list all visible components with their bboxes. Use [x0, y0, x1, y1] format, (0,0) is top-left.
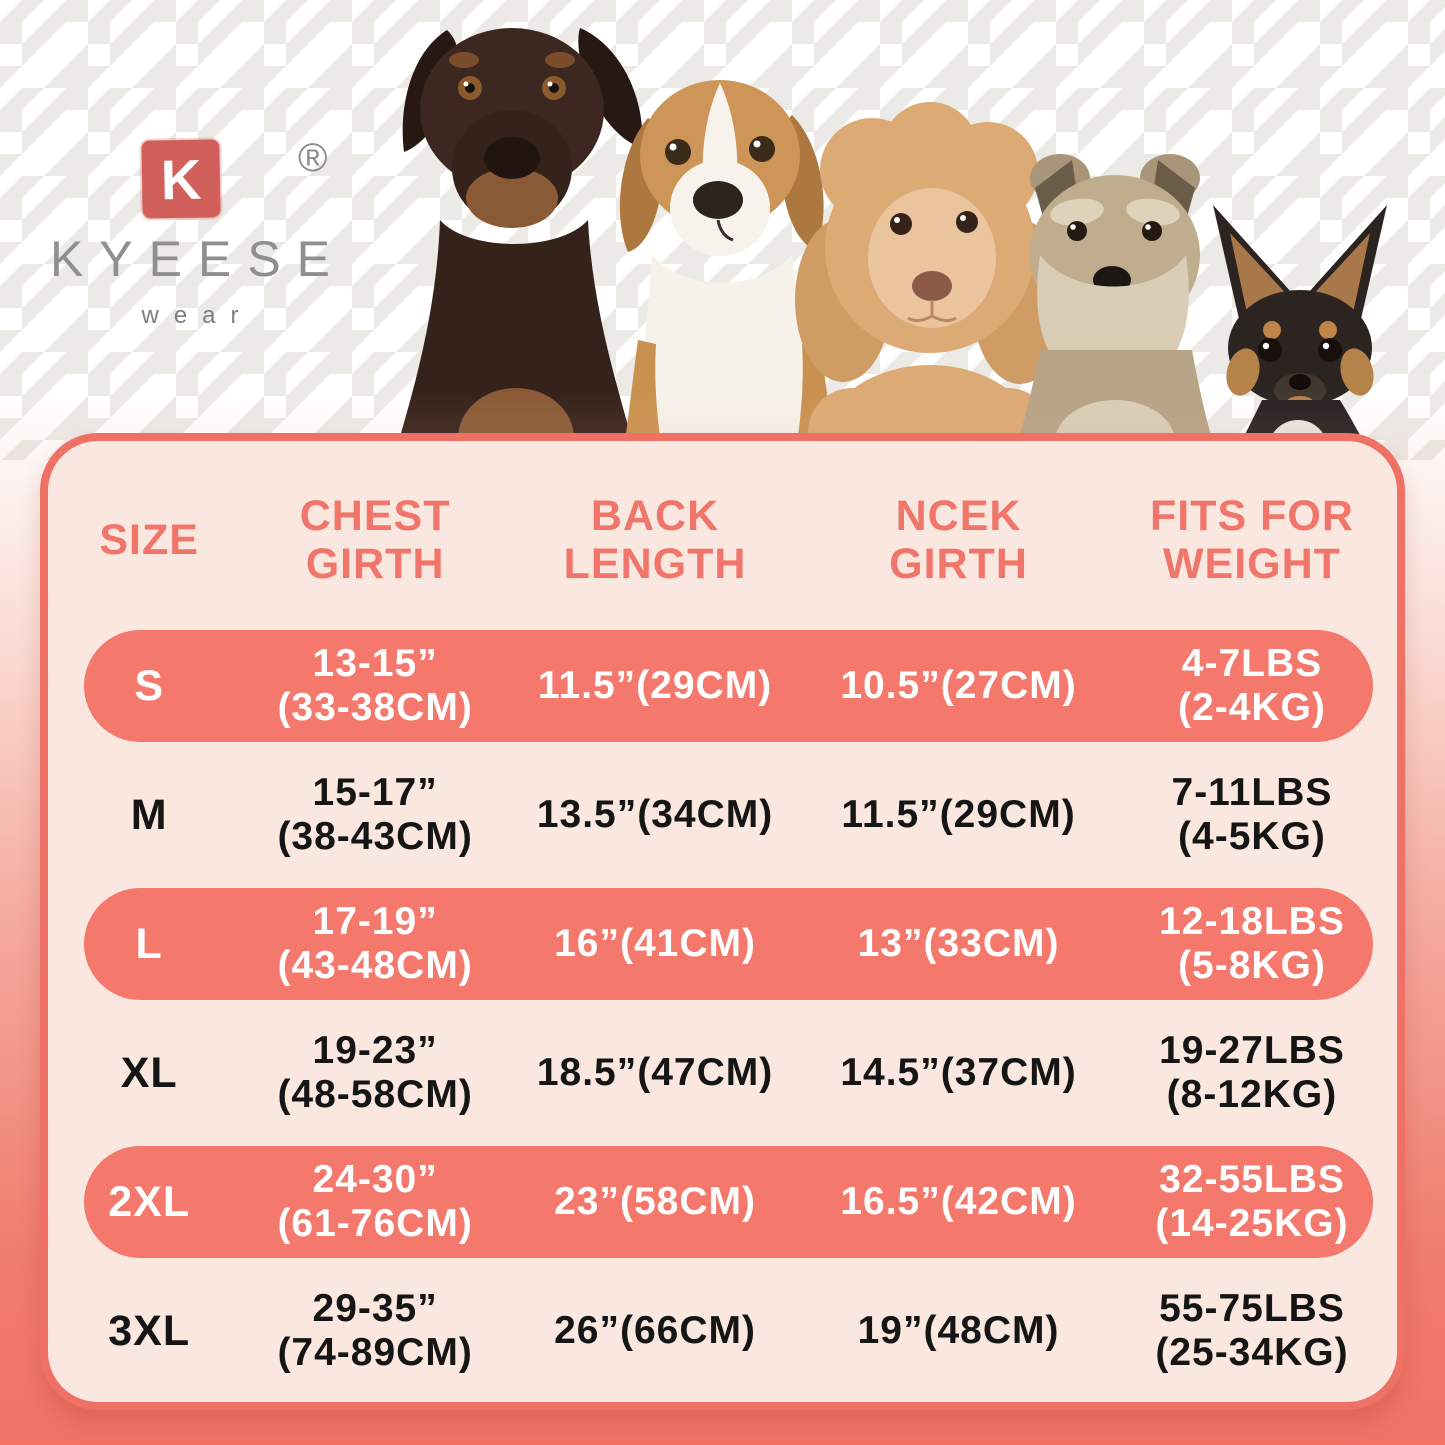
table-row-s: S 13-15” (33-38CM) 11.5”(29CM) 10.5”(27C…	[48, 630, 1397, 742]
table-row-2xl: 2XL 24-30” (61-76CM) 23”(58CM) 16.5”(42C…	[48, 1146, 1397, 1258]
logo-letter: K	[160, 147, 202, 211]
cell-weight: 32-55LBS (14-25KG)	[1107, 1158, 1397, 1247]
weight-kg: (2-4KG)	[1178, 686, 1326, 729]
chest-cm: (33-38CM)	[277, 686, 473, 729]
chest-inches: 15-17”	[312, 770, 438, 814]
weight-kg: (4-5KG)	[1178, 815, 1326, 858]
table-row-3xl: 3XL 29-35” (74-89CM) 26”(66CM) 19”(48CM)…	[48, 1275, 1397, 1387]
brand-name: KYEESE	[49, 231, 347, 287]
hero-section: K ® KYEESE wear	[0, 0, 1445, 460]
cell-chest-girth: 29-35” (74-89CM)	[250, 1287, 500, 1376]
weight-kg: (25-34KG)	[1155, 1331, 1349, 1374]
chest-inches: 13-15”	[312, 641, 438, 685]
cell-size: S	[134, 661, 165, 710]
header-size-line1: SIZE	[99, 515, 199, 564]
cell-neck-girth: 10.5”(27CM)	[840, 664, 1077, 707]
dog-schnauzer	[1015, 154, 1215, 450]
cell-neck-girth: 19”(48CM)	[857, 1309, 1060, 1352]
header-row: SIZE CHEST GIRTH BACK LENGTH NCEK GIRTH …	[48, 467, 1397, 613]
header-cell-back-length: BACK LENGTH	[500, 492, 810, 588]
cell-neck-girth: 11.5”(29CM)	[841, 793, 1076, 836]
cell-chest-girth: 17-19” (43-48CM)	[250, 900, 500, 989]
chest-inches: 19-23”	[312, 1028, 438, 1072]
header-cell-weight: FITS FOR WEIGHT	[1107, 492, 1397, 588]
chest-cm: (38-43CM)	[277, 815, 473, 858]
dog-poodle	[795, 102, 1068, 450]
chest-inches: 17-19”	[312, 899, 438, 943]
cell-back-length: 13.5”(34CM)	[536, 793, 774, 836]
brand-subtitle: wear	[141, 302, 254, 329]
chest-cm: (48-58CM)	[277, 1073, 473, 1116]
chest-inches: 29-35”	[312, 1286, 438, 1330]
header-cell-neck-girth: NCEK GIRTH	[810, 492, 1107, 588]
cell-back-length: 11.5”(29CM)	[537, 664, 773, 707]
cell-neck-girth: 14.5”(37CM)	[840, 1051, 1077, 1094]
dog-doberman	[396, 28, 643, 450]
header-weight-line1: FITS FOR	[1150, 491, 1354, 540]
weight-kg: (5-8KG)	[1178, 944, 1326, 987]
header-cell-size: SIZE	[48, 516, 250, 564]
header-weight-line2: WEIGHT	[1162, 540, 1341, 588]
dog-chihuahua	[1213, 205, 1387, 450]
brand-logo: K ® KYEESE wear	[30, 130, 350, 350]
cell-neck-girth: 16.5”(42CM)	[840, 1180, 1077, 1223]
cell-weight: 4-7LBS (2-4KG)	[1107, 642, 1397, 731]
cell-chest-girth: 13-15” (33-38CM)	[250, 642, 500, 731]
header-neck-line1: NCEK	[895, 491, 1022, 540]
cell-back-length: 26”(66CM)	[554, 1309, 756, 1352]
cell-size: XL	[120, 1048, 178, 1097]
weight-lbs: 12-18LBS	[1159, 899, 1345, 943]
cell-weight: 12-18LBS (5-8KG)	[1107, 900, 1397, 989]
chest-inches: 24-30”	[312, 1157, 438, 1201]
weight-lbs: 32-55LBS	[1159, 1157, 1345, 1201]
table-row-m: M 15-17” (38-43CM) 13.5”(34CM) 11.5”(29C…	[48, 759, 1397, 871]
cell-chest-girth: 19-23” (48-58CM)	[250, 1029, 500, 1118]
header-back-line2: LENGTH	[563, 540, 747, 588]
cell-chest-girth: 24-30” (61-76CM)	[250, 1158, 500, 1247]
cell-size: L	[135, 919, 163, 968]
size-table: SIZE CHEST GIRTH BACK LENGTH NCEK GIRTH …	[48, 441, 1397, 1402]
cell-chest-girth: 15-17” (38-43CM)	[250, 771, 500, 860]
cell-back-length: 23”(58CM)	[554, 1180, 756, 1223]
cell-size: M	[130, 790, 168, 839]
cell-weight: 7-11LBS (4-5KG)	[1107, 771, 1397, 860]
weight-lbs: 19-27LBS	[1159, 1028, 1345, 1072]
weight-kg: (8-12KG)	[1166, 1073, 1338, 1116]
weight-lbs: 55-75LBS	[1159, 1286, 1345, 1330]
table-row-xl: XL 19-23” (48-58CM) 18.5”(47CM) 14.5”(37…	[48, 1017, 1397, 1129]
cell-back-length: 18.5”(47CM)	[536, 1051, 774, 1094]
registered-trademark-icon: ®	[298, 136, 328, 180]
weight-lbs: 4-7LBS	[1181, 641, 1323, 685]
cell-size: 2XL	[108, 1177, 191, 1226]
table-row-l: L 17-19” (43-48CM) 16”(41CM) 13”(33CM) 1…	[48, 888, 1397, 1000]
cell-size: 3XL	[108, 1306, 191, 1355]
chest-cm: (43-48CM)	[277, 944, 473, 987]
chest-cm: (74-89CM)	[277, 1331, 473, 1374]
chest-cm: (61-76CM)	[277, 1202, 473, 1245]
header-cell-chest-girth: CHEST GIRTH	[250, 492, 500, 588]
header-chest-line2: GIRTH	[305, 540, 445, 588]
cell-weight: 55-75LBS (25-34KG)	[1107, 1287, 1397, 1376]
weight-kg: (14-25KG)	[1155, 1202, 1349, 1245]
weight-lbs: 7-11LBS	[1171, 770, 1333, 814]
cell-neck-girth: 13”(33CM)	[857, 922, 1060, 965]
cell-weight: 19-27LBS (8-12KG)	[1107, 1029, 1397, 1118]
cell-back-length: 16”(41CM)	[554, 922, 756, 965]
size-chart-panel: SIZE CHEST GIRTH BACK LENGTH NCEK GIRTH …	[40, 433, 1405, 1410]
header-back-line1: BACK	[590, 491, 720, 540]
header-neck-line2: GIRTH	[889, 540, 1028, 588]
header-chest-line1: CHEST	[299, 491, 451, 540]
logo-k-mark: K	[141, 139, 221, 219]
